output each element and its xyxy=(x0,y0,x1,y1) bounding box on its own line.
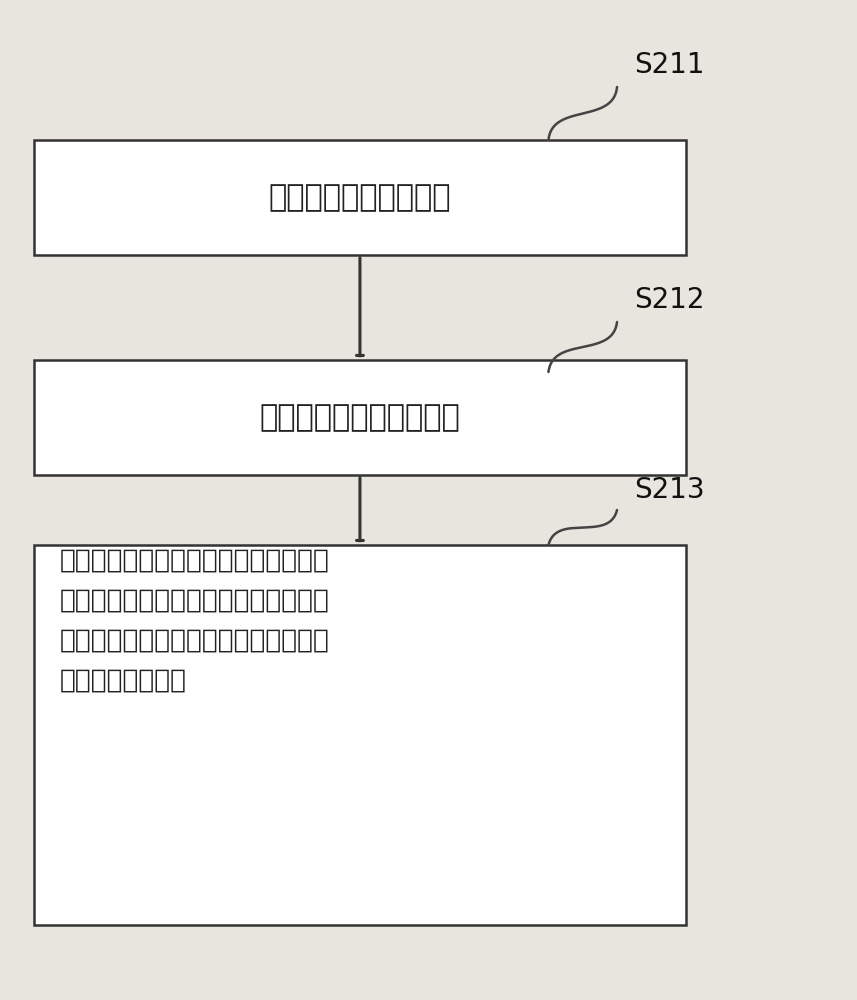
Text: S213: S213 xyxy=(634,476,704,504)
Bar xyxy=(34,545,686,925)
Text: S212: S212 xyxy=(634,286,704,314)
Bar xyxy=(34,360,686,475)
Text: 对器件信息进行解析识别: 对器件信息进行解析识别 xyxy=(260,403,460,432)
Text: 当移动终端用于接收家居电器识别信息
的器件为红外接收装置时，家居电器通
过红外发射装置向所述移动终端发送家
居电器识别信息。: 当移动终端用于接收家居电器识别信息 的器件为红外接收装置时，家居电器通 过红外发… xyxy=(60,548,330,694)
Text: S211: S211 xyxy=(634,51,704,79)
Bar xyxy=(34,140,686,255)
Text: 家居电器接收器件信息: 家居电器接收器件信息 xyxy=(269,183,451,212)
